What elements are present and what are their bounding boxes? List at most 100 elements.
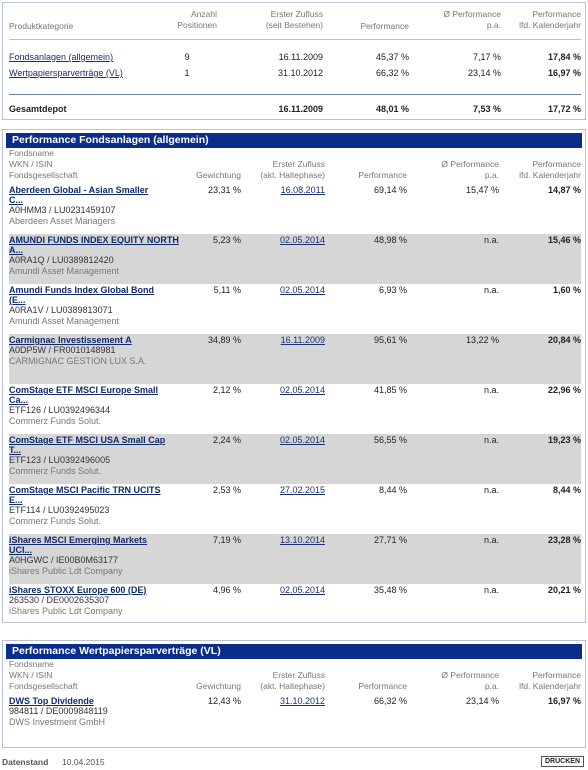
total-label: Gesamtdepot bbox=[9, 93, 151, 114]
year-cell: 8,44 % bbox=[552, 485, 581, 495]
perf-cell: 56,55 % bbox=[373, 435, 407, 445]
year-cell: 22,96 % bbox=[547, 385, 581, 395]
avg-cell: 15,47 % bbox=[465, 185, 499, 195]
first-date-link[interactable]: 02.05.2014 bbox=[279, 385, 325, 395]
header-perf: Performance bbox=[358, 681, 407, 691]
fund-name-link[interactable]: Amundi Funds Index Global Bond (E... bbox=[9, 285, 181, 305]
header-perf: Performance bbox=[358, 170, 407, 180]
first-date-link[interactable]: 27.02.2015 bbox=[279, 485, 325, 495]
fund-name-line1: DWS Top Dividende bbox=[9, 696, 94, 706]
fund-ids: 263530 / DE0002635307 bbox=[9, 595, 110, 605]
fund-company: Commerz Funds Solut. bbox=[9, 416, 102, 426]
fund-ids: A0HGWC / IE00B0M63177 bbox=[9, 555, 119, 565]
header-year-1: Performance bbox=[532, 9, 581, 19]
fund-name-link[interactable]: Carmignac Investissement A bbox=[9, 335, 181, 345]
header-wkn: WKN / ISIN bbox=[9, 159, 53, 169]
fund-row: iShares STOXX Europe 600 (DE) 263530 / DE… bbox=[9, 584, 581, 634]
weight-cell: 12,43 % bbox=[207, 696, 241, 706]
header-first-2: (seit Bestehen) bbox=[265, 20, 323, 30]
fund-company: iShares Public Ldt Company bbox=[9, 606, 123, 616]
fund-company: Amundi Asset Management bbox=[9, 266, 120, 276]
first-date-link[interactable]: 02.05.2014 bbox=[279, 585, 325, 595]
header-year-2: lfd. Kalenderjahr bbox=[519, 170, 581, 180]
fund-company: iShares Public Ldt Company bbox=[9, 566, 123, 576]
data-date-label: Datenstand bbox=[2, 757, 49, 767]
fund-row: Aberdeen Global - Asian Smaller C... A0HMM… bbox=[9, 184, 581, 234]
header-kvg: Fondsgesellschaft bbox=[9, 170, 78, 180]
fund-name-line1: Amundi Funds Index Global Bond bbox=[9, 285, 154, 295]
fund-name-line1: ComStage ETF MSCI Europe Small bbox=[9, 385, 159, 395]
total-year: 17,72 % bbox=[501, 93, 581, 114]
header-avg-1: Ø Performance bbox=[443, 9, 501, 19]
vl-panel: Performance Wertpapiersparverträge (VL) … bbox=[2, 640, 586, 748]
footer: Datenstand 10.04.2015 DRUCKEN bbox=[2, 756, 586, 768]
fund-name-line2: A... bbox=[9, 245, 24, 255]
header-fondsname: Fondsname bbox=[9, 659, 54, 669]
category-link-vl[interactable]: Wertpapiersparverträge (VL) bbox=[9, 68, 123, 78]
header-count-2: Positionen bbox=[177, 20, 217, 30]
perf-cell: 66,32 % bbox=[375, 68, 409, 78]
year-cell: 20,84 % bbox=[547, 335, 581, 345]
fund-row: ComStage ETF MSCI USA Small Cap T... ETF12… bbox=[9, 434, 581, 484]
first-date-link[interactable]: 16.08.2011 bbox=[280, 185, 325, 195]
fund-name-link[interactable]: ComStage ETF MSCI Europe Small Ca... bbox=[9, 385, 181, 405]
vl-rows: DWS Top Dividende 984811 / DE0009848119 DW… bbox=[9, 695, 581, 745]
overview-header-row: Produktkategorie Anzahl Positionen Erster… bbox=[9, 9, 581, 39]
vl-section-title: Performance Wertpapiersparverträge (VL) bbox=[6, 644, 582, 659]
avg-cell: n.a. bbox=[483, 585, 499, 595]
fund-name-link[interactable]: AMUNDI FUNDS INDEX EQUITY NORTH A... bbox=[9, 235, 181, 255]
header-category: Produktkategorie bbox=[9, 21, 74, 31]
total-row: Gesamtdepot 16.11.2009 48,01 % 7,53 % 17… bbox=[9, 93, 581, 114]
header-wkn: WKN / ISIN bbox=[9, 670, 53, 680]
total-avg: 7,53 % bbox=[409, 93, 501, 114]
header-weight: Gewichtung bbox=[196, 681, 241, 691]
header-fondsname: Fondsname bbox=[9, 148, 54, 158]
fund-name-link[interactable]: ComStage ETF MSCI USA Small Cap T... bbox=[9, 435, 181, 455]
first-date-link[interactable]: 31.10.2012 bbox=[279, 696, 325, 706]
fund-name-link[interactable]: iShares MSCI Emerging Markets UCI... bbox=[9, 535, 181, 555]
header-first-1: Erster Zufluss bbox=[272, 670, 325, 680]
fund-name-line1: iShares STOXX Europe 600 (DE) bbox=[9, 585, 147, 595]
first-date-link[interactable]: 16.11.2009 bbox=[280, 335, 325, 345]
header-first-1: Erster Zufluss bbox=[270, 9, 323, 19]
total-perf: 48,01 % bbox=[323, 93, 409, 114]
data-date: 10.04.2015 bbox=[62, 757, 105, 767]
perf-cell: 66,32 % bbox=[373, 696, 407, 706]
fund-name-link[interactable]: Aberdeen Global - Asian Smaller C... bbox=[9, 185, 181, 205]
fund-company: Aberdeen Asset Managers bbox=[9, 216, 116, 226]
fund-name-link[interactable]: ComStage MSCI Pacific TRN UCITS E... bbox=[9, 485, 181, 505]
print-button[interactable]: DRUCKEN bbox=[541, 756, 584, 767]
first-date-link[interactable]: 13.10.2014 bbox=[279, 535, 325, 545]
count-cell: 9 bbox=[184, 52, 190, 62]
fund-row: Amundi Funds Index Global Bond (E... A0RA1… bbox=[9, 284, 581, 334]
year-cell: 23,28 % bbox=[547, 535, 581, 545]
header-avg-2: p.a. bbox=[486, 20, 501, 30]
first-date-link[interactable]: 02.05.2014 bbox=[279, 235, 325, 245]
first-date-link[interactable]: 02.05.2014 bbox=[279, 285, 325, 295]
count-cell: 1 bbox=[184, 68, 190, 78]
funds-header-row: Fondsname WKN / ISIN Fondsgesellschaft Gew… bbox=[9, 148, 581, 184]
avg-cell: n.a. bbox=[483, 385, 499, 395]
fund-name-link[interactable]: iShares STOXX Europe 600 (DE) bbox=[9, 585, 181, 595]
fund-company: DWS Investment GmbH bbox=[9, 717, 106, 727]
first-cell: 31.10.2012 bbox=[277, 68, 323, 78]
year-cell: 20,21 % bbox=[547, 585, 581, 595]
vl-table: Fondsname WKN / ISIN Fondsgesellschaft Gew… bbox=[9, 659, 581, 695]
overview-row: Fondsanlagen (allgemein) 9 16.11.2009 45… bbox=[9, 52, 581, 68]
category-link-fonds[interactable]: Fondsanlagen (allgemein) bbox=[9, 52, 114, 62]
perf-cell: 48,98 % bbox=[373, 235, 407, 245]
fund-row: AMUNDI FUNDS INDEX EQUITY NORTH A... A0RA1… bbox=[9, 234, 581, 284]
header-kvg: Fondsgesellschaft bbox=[9, 681, 78, 691]
header-year-2: lfd. Kalenderjahr bbox=[519, 681, 581, 691]
year-cell: 15,46 % bbox=[547, 235, 581, 245]
fund-name-line1: AMUNDI FUNDS INDEX EQUITY NORTH bbox=[9, 235, 179, 245]
avg-cell: n.a. bbox=[483, 235, 499, 245]
fund-name-line2: Ca... bbox=[9, 395, 29, 405]
fund-ids: A0HMM3 / LU0231459107 bbox=[9, 205, 116, 215]
first-cell: 16.11.2009 bbox=[278, 52, 323, 62]
header-avg-2: p.a. bbox=[484, 681, 499, 691]
funds-panel: Performance Fondsanlagen (allgemein) Fon… bbox=[2, 129, 586, 623]
first-date-link[interactable]: 02.05.2014 bbox=[279, 435, 325, 445]
weight-cell: 2,53 % bbox=[212, 485, 241, 495]
fund-name-link[interactable]: DWS Top Dividende bbox=[9, 696, 181, 706]
